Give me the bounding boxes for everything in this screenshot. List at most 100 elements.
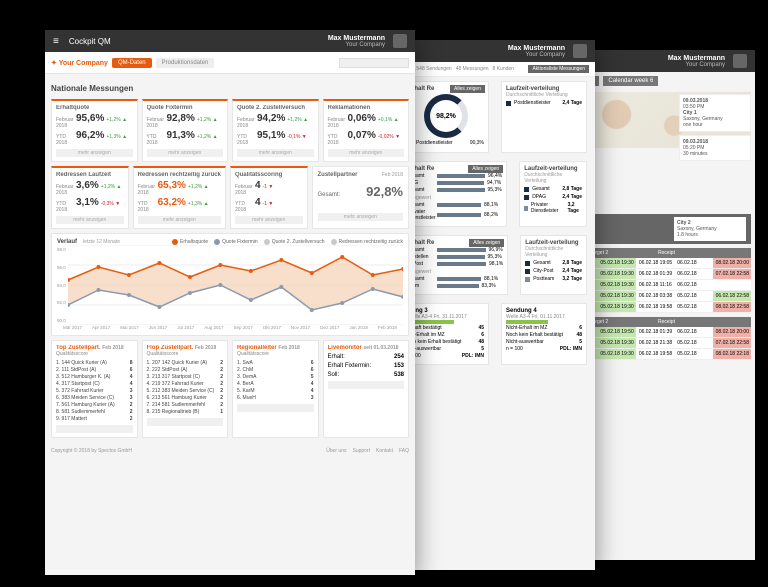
card-laufzeit: Laufzeit-verteilung Durchschnittliche Ve…: [501, 81, 587, 153]
user-company: Your Company: [328, 42, 385, 48]
distribution: Gesamt2,8 TageDPAG2,4 TagePrivater Diens…: [524, 186, 582, 214]
detail-window: Max Mustermann Your Company ‹ 143.548 Se…: [395, 40, 595, 570]
ranking-list: 1. 144 Quick Kurier (A)82. 111 StdPost (…: [56, 359, 133, 422]
donut-value: 98,2%: [436, 113, 456, 120]
bottom-panels: Top Zustellpart. Feb 2018 Qualitätsscore…: [51, 340, 409, 438]
toast-duration: 1.8 hours: [677, 232, 743, 238]
user-company: Your Company: [508, 52, 565, 58]
more-button[interactable]: [237, 404, 314, 412]
ranking-list: 1. 207 142 Quick Kurier (A)22. 222 StdPo…: [147, 359, 224, 415]
kpi-value: 92,8%: [366, 184, 403, 199]
panel-regional: Regionalleiter Feb 2018 Qualitätsscore 1…: [232, 340, 319, 438]
crumb-tab[interactable]: Aktionsliste Messungen: [528, 65, 589, 73]
distribution: Gesamt2,8 TageCity-Post2,4 TagePostteam3…: [525, 260, 582, 282]
search-input[interactable]: [339, 58, 409, 68]
crumb-item[interactable]: 8 Kunden: [493, 66, 514, 72]
kpi-card: Redressen LaufzeitFebruar 20183,6%+1,2% …: [51, 166, 129, 229]
menu-icon[interactable]: ≡: [53, 36, 59, 47]
card-erhalt-bars-2: Alles zeigen Erhalt Re gesamt96,9%Bestel…: [403, 235, 508, 295]
more-button[interactable]: [147, 418, 224, 426]
legend-dot: [506, 101, 511, 106]
card-laufzeit-2: Laufzeit-verteilung Durchschnittliche Ve…: [519, 161, 587, 227]
panel-subtitle: Qualitätsscore: [237, 351, 314, 357]
user-company: Your Company: [668, 62, 725, 68]
avatar[interactable]: [733, 54, 747, 68]
card-subtitle: Durchschnittliche Verteilung: [525, 246, 582, 258]
panel-title: Livemonitor: [328, 345, 362, 351]
distribution: Postdienstleister90,3%: [408, 140, 484, 146]
kpi-card: ErhaltquoteFebruar 201895,6%+1,2% ▲YTD 2…: [51, 99, 138, 162]
kpi-row: Redressen LaufzeitFebruar 20183,6%+1,2% …: [51, 166, 409, 229]
avatar[interactable]: [393, 34, 407, 48]
show-all-button[interactable]: Alles zeigen: [450, 85, 485, 93]
kpi-card: Redressen rechtzeitig zurückFebruar 2018…: [133, 166, 226, 229]
card-subtitle: Durchschnittliche Verteilung: [506, 92, 582, 98]
card-subtitle: Welle A3-4 Fri, 31.11.2017: [408, 314, 484, 320]
donut-chart: 98,2%: [424, 94, 468, 138]
more-button[interactable]: [328, 381, 405, 389]
kpi-label: Gesamt:: [318, 192, 341, 198]
kpi-card: Quote 2. ZustellversuchFebruar 201894,2%…: [232, 99, 319, 162]
card-subtitle: Welle A3-4 Fri, 01.11.2017: [506, 314, 582, 320]
card-subtitle: Durchschnittliche Verteilung: [524, 172, 582, 184]
kpi-card: QualitätsscoringFebruar 20184-1 ▼YTD 201…: [230, 166, 308, 229]
tab-produktionsdaten[interactable]: Produktionsdaten: [156, 58, 215, 68]
panel-livemonitor: Livemonitor seit 01.03.2018 Erhalt:254Er…: [323, 340, 410, 438]
user-block: Max Mustermann Your Company: [668, 55, 725, 68]
show-all-button[interactable]: Alles zeigen: [469, 239, 504, 247]
dist-value: 90,3%: [470, 140, 484, 146]
panel-period: Feb 2018: [102, 345, 123, 351]
bars: gesamt96,4%PAG94,7%gesamt95,3%: [408, 173, 502, 193]
progress-bar: [506, 320, 548, 324]
x-axis: Mär 2017Apr 2017Mai 2017Jun 2017Jul 2017…: [57, 325, 403, 330]
entry[interactable]: 09.03.2018 05:20 PM 30 minutes: [679, 135, 751, 161]
live-rows: Erhalt:254Erhalt Fixtermin:153Soll:538: [328, 354, 405, 378]
user-name: Max Mustermann: [508, 45, 565, 52]
tab-calendar-week[interactable]: Calendar week 6: [603, 76, 658, 86]
footer: Copyright © 2018 by Spectos GmbH Über un…: [45, 444, 415, 458]
panel-period: seit 01.03.2018: [364, 345, 399, 351]
more-button[interactable]: [56, 425, 133, 433]
avatar[interactable]: [573, 44, 587, 58]
titlebar: Max Mustermann Your Company: [395, 40, 595, 62]
kpi-row: ErhaltquoteFebruar 201895,6%+1,2% ▲YTD 2…: [51, 99, 409, 162]
card-sendung-4: Sendung 4 Welle A3-4 Fri, 01.11.2017 Nic…: [501, 303, 587, 365]
user-name: Max Mustermann: [328, 35, 385, 42]
panel-top: Top Zustellpart. Feb 2018 Qualitätsscore…: [51, 340, 138, 438]
bars: gesamt88,1%team83,3%: [408, 276, 503, 289]
user-block: Max Mustermann Your Company: [508, 45, 565, 58]
bars: gesamt88,1%Privater Dienstleister88,2%: [408, 202, 502, 221]
tab-qm-daten[interactable]: QM-Daten: [112, 58, 152, 68]
kpi-card: ReklamationenFebruar 20180,06%+0,1% ▲YTD…: [323, 99, 410, 162]
toolbar: ✦ Your Company QM-Daten Produktionsdaten: [45, 52, 415, 74]
logo-text: Your Company: [59, 60, 108, 67]
panel-period: Feb 2018: [195, 345, 216, 351]
logo: ✦ Your Company: [51, 59, 108, 67]
panel-subtitle: Qualitätsscore: [147, 351, 224, 357]
kpi-row-inner: Redressen LaufzeitFebruar 20183,6%+1,2% …: [51, 166, 308, 229]
copyright: Copyright © 2018 by Spectos GmbH: [51, 448, 132, 454]
side-entries: 09.03.2018 03:50 PM City 1 Saxony, Germa…: [679, 94, 751, 164]
rows: Nicht-Erhalt im MZ6Noch kein Erhalt best…: [506, 325, 582, 352]
titlebar: ≡ Cockpit QM Max Mustermann Your Company: [45, 30, 415, 52]
entry-meta: one hour: [683, 122, 747, 128]
subhead: ausgewert: [408, 195, 502, 201]
card-erhalt-bars: Alles zeigen Erhalt Re gesamt96,4%PAG94,…: [403, 161, 507, 227]
y-axis: 98,096,094,092,090,0: [57, 245, 68, 325]
show-all-button[interactable]: Alles zeigen: [468, 165, 503, 173]
kpi-period: Feb 2018: [382, 172, 403, 178]
bars: gesamt96,9%Bestellen95,3%B-Post98,1%: [408, 247, 503, 267]
crumb-item[interactable]: 48 Messungen: [456, 66, 489, 72]
content: Nationale Messungen ErhaltquoteFebruar 2…: [45, 74, 415, 444]
breadcrumb: ‹ 143.548 Sendungen 48 Messungen 8 Kunde…: [395, 62, 595, 77]
section-title: Nationale Messungen: [51, 84, 409, 93]
entry[interactable]: 09.03.2018 03:50 PM City 1 Saxony, Germa…: [679, 94, 751, 132]
kpi-card: Quote FixterminFebruar 201892,8%+1,2% ▲Y…: [142, 99, 229, 162]
more-button[interactable]: mehr anzeigen: [318, 213, 404, 221]
panel-flop: Flop Zustellpart. Feb 2018 Qualitätsscor…: [142, 340, 229, 438]
kpi-title: Zustellpartner: [318, 172, 358, 178]
card-sendung-3: dung 3 Welle A3-4 Fri, 31.11.2017 schaft…: [403, 303, 489, 365]
cockpit-window: ≡ Cockpit QM Max Mustermann Your Company…: [45, 30, 415, 575]
kpi-zustellpartner: Zustellpartner Feb 2018 Gesamt: 92,8% meh…: [312, 166, 410, 229]
card-laufzeit-3: Laufzeit-verteilung Durchschnittliche Ve…: [520, 235, 587, 295]
